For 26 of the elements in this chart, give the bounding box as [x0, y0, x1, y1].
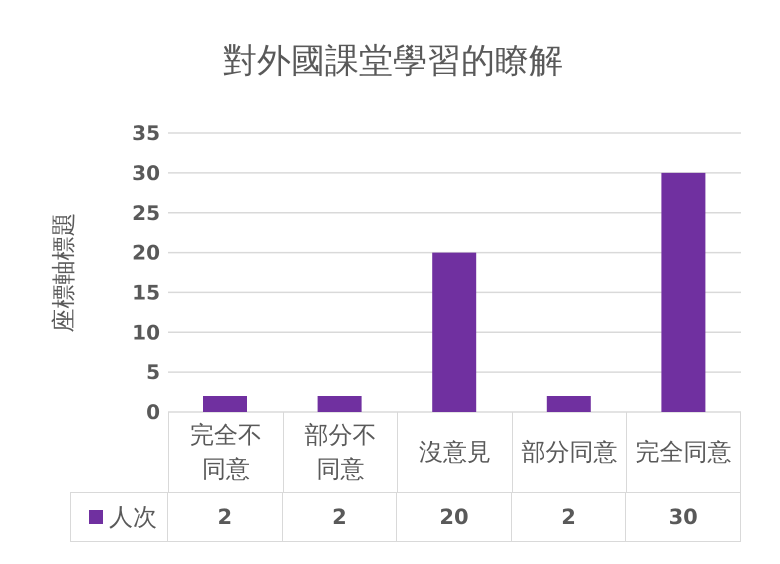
y-tick-label: 35: [132, 121, 160, 146]
data-label: 2: [168, 492, 283, 542]
bar: [432, 252, 476, 412]
bar: [318, 396, 362, 412]
bar: [546, 396, 591, 412]
y-tick-label: 15: [132, 280, 160, 305]
bar: [661, 172, 706, 412]
data-label: 2: [282, 492, 398, 542]
data-label: 2: [512, 492, 626, 542]
x-tick-label: 沒意見: [418, 437, 491, 468]
chart-title: 對外國課堂學習的瞭解: [222, 40, 564, 83]
bar: [203, 396, 247, 412]
data-label: 30: [626, 492, 741, 542]
y-axis-title: 座標軸標題: [50, 212, 78, 332]
y-tick-label: 0: [146, 400, 160, 424]
y-tick-label: 25: [132, 200, 160, 225]
data-label: 20: [397, 492, 512, 542]
x-tick-label: 完全不同意: [190, 420, 262, 485]
y-tick-label: 5: [146, 360, 160, 384]
x-tick-label: 完全同意: [636, 437, 732, 468]
y-tick-label: 30: [132, 160, 160, 185]
x-tick-label: 部分不同意: [304, 420, 376, 485]
legend-label: 人次: [109, 502, 157, 533]
x-tick-label: 部分同意: [522, 437, 618, 468]
y-tick-label: 20: [132, 240, 160, 265]
y-tick-label: 10: [132, 320, 160, 344]
